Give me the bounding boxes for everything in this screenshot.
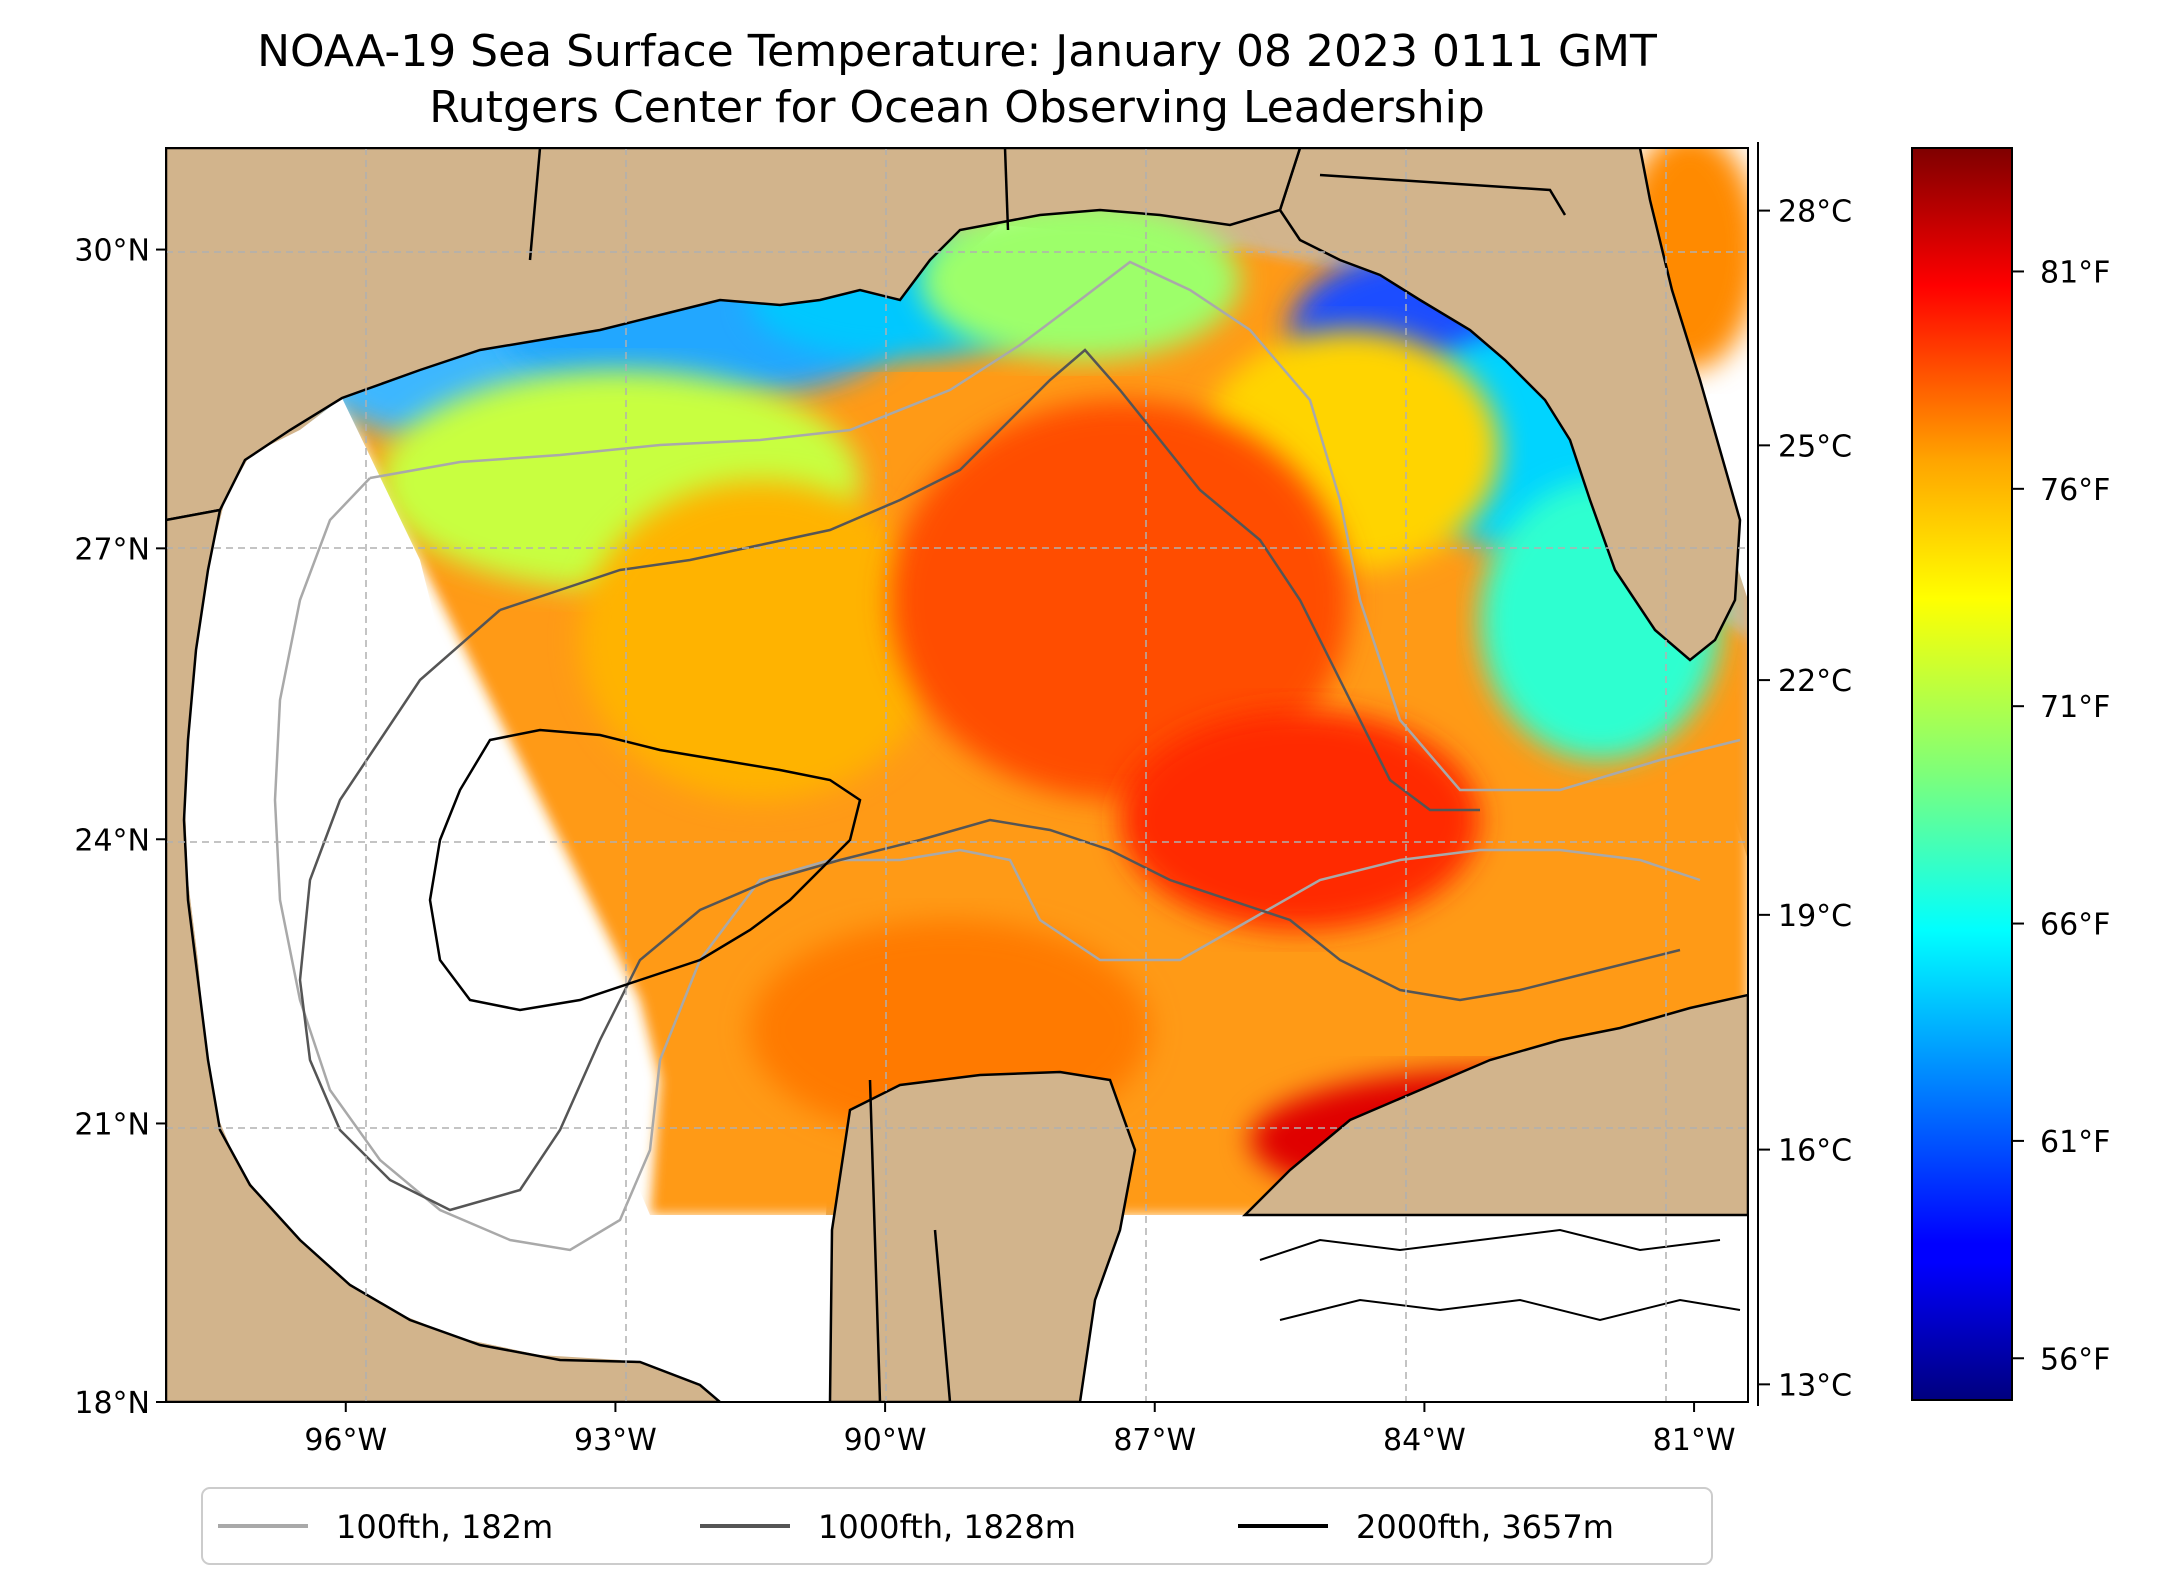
fahrenheit-tick-label: 71°F (2040, 690, 2110, 725)
colorbar-gradient (1911, 147, 2013, 1401)
legend-item-2000fth: 2000fth, 3657m (1238, 1508, 1614, 1546)
fahrenheit-tick-label: 81°F (2040, 255, 2110, 290)
no-data-band (650, 1215, 1748, 1402)
lon-tick-label: 93°W (574, 1423, 657, 1458)
legend-label-2000fth: 2000fth, 3657m (1356, 1508, 1614, 1546)
map-frame (165, 147, 1749, 1403)
lon-tick-label: 87°W (1113, 1423, 1196, 1458)
north-coast-land (166, 148, 1302, 522)
west-coast-land (166, 508, 722, 1402)
lat-tick-label: 30°N (74, 234, 150, 269)
land-masses (166, 148, 1748, 1402)
celsius-tick-label: 25°C (1778, 429, 1852, 464)
contour-legend: 100fth, 182m 1000fth, 1828m 2000fth, 365… (201, 1487, 1713, 1565)
florida-peninsula (1278, 148, 1742, 662)
axis-tick-marks (156, 248, 1696, 1412)
lon-tick-label: 81°W (1653, 1423, 1736, 1458)
colorbar-fahrenheit-axis: 56°F 61°F 66°F 71°F 76°F 81°F (2040, 255, 2110, 1377)
legend-box (201, 1487, 1713, 1565)
celsius-tick-label: 19°C (1778, 899, 1852, 934)
lat-tick-label: 24°N (74, 823, 150, 858)
fahrenheit-tick-label: 56°F (2040, 1342, 2110, 1377)
contour-1000fth (298, 348, 1681, 1212)
fahrenheit-tick-label: 66°F (2040, 908, 2110, 943)
colorbar-tick-marks (1757, 142, 2024, 1406)
legend-item-100fth: 100fth, 182m (218, 1508, 553, 1546)
legend-label-1000fth: 1000fth, 1828m (818, 1508, 1076, 1546)
colorbar-celsius-axis: 13°C 16°C 19°C 22°C 25°C 28°C (1778, 195, 1852, 1404)
lon-tick-label: 84°W (1383, 1423, 1466, 1458)
figure-title: NOAA-19 Sea Surface Temperature: January… (257, 26, 1657, 77)
gridlines (166, 148, 1748, 1402)
lat-tick-label: 27°N (74, 532, 150, 567)
yucatan-land (828, 1070, 1137, 1402)
contour-2000fth (428, 728, 862, 1012)
lat-tick-label: 18°N (74, 1386, 150, 1421)
figure-subtitle: Rutgers Center for Ocean Observing Leade… (429, 82, 1485, 133)
political-borders (528, 148, 1567, 1402)
bathymetry-contours (273, 260, 1741, 1322)
celsius-tick-label: 13°C (1778, 1368, 1852, 1403)
no-data-west (185, 398, 650, 1360)
legend-label-100fth: 100fth, 182m (336, 1508, 553, 1546)
celsius-tick-label: 28°C (1778, 195, 1852, 230)
colorbar: 13°C 16°C 19°C 22°C 25°C 28°C 56°F 61°F … (1757, 142, 2110, 1406)
fahrenheit-tick-label: 76°F (2040, 473, 2110, 508)
cuba-island (1241, 993, 1748, 1217)
contour-2000fth-south (1259, 1228, 1741, 1322)
lon-tick-label: 96°W (304, 1423, 387, 1458)
legend-item-1000fth: 1000fth, 1828m (700, 1508, 1076, 1546)
fahrenheit-tick-label: 61°F (2040, 1125, 2110, 1160)
map-panel (166, 148, 1748, 1402)
celsius-tick-label: 16°C (1778, 1134, 1852, 1169)
latitude-axis: 18°N 21°N 24°N 27°N 30°N (74, 234, 150, 1421)
lon-tick-label: 90°W (844, 1423, 927, 1458)
longitude-axis: 96°W 93°W 90°W 87°W 84°W 81°W (304, 1423, 1735, 1458)
lat-tick-label: 21°N (74, 1107, 150, 1142)
celsius-tick-label: 22°C (1778, 664, 1852, 699)
